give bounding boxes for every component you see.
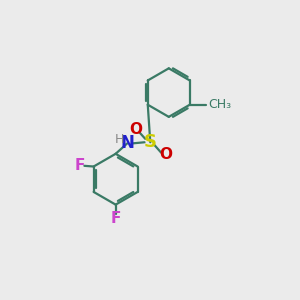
Text: N: N (120, 134, 134, 152)
Text: F: F (75, 158, 86, 173)
Text: O: O (129, 122, 142, 137)
Text: CH₃: CH₃ (208, 98, 231, 111)
Text: S: S (144, 133, 157, 151)
Text: H: H (115, 133, 124, 146)
Text: O: O (159, 148, 172, 163)
Text: F: F (110, 211, 121, 226)
